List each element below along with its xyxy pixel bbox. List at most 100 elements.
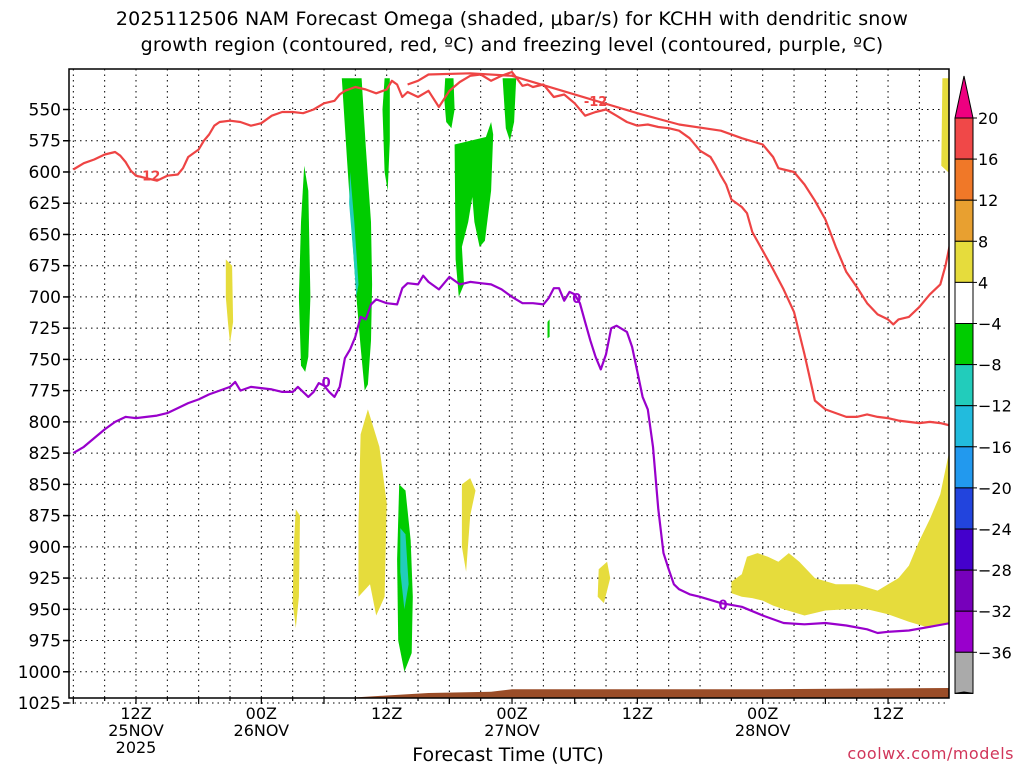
- dgz-contour-line-lower: [72, 70, 949, 427]
- omega-region-11: [444, 78, 455, 129]
- x-tick-label: 12Z: [120, 704, 151, 723]
- colorbar-swatch: [954, 158, 974, 201]
- omega-region-7: [298, 165, 311, 372]
- y-tick-label: 1025: [18, 694, 61, 714]
- contour-label-4: 0: [718, 598, 727, 613]
- colorbar-swatch: [954, 240, 974, 283]
- dgz-contour-line-upper: [407, 72, 949, 326]
- contour-labels: -12 -12 0 0 0: [137, 95, 728, 614]
- plot-frame: [68, 68, 950, 699]
- omega-shading: [225, 78, 949, 672]
- colorbar-label: 4: [978, 273, 988, 292]
- omega-region-2: [358, 409, 387, 616]
- colorbar-label: −8: [978, 356, 1002, 375]
- colorbar-bottom-arrow: [954, 691, 974, 694]
- omega-region-9: [382, 78, 390, 191]
- colorbar-label: −4: [978, 315, 1002, 334]
- terrain-fill: [345, 688, 949, 698]
- x-tick-label: 00Z: [496, 704, 527, 723]
- colorbar: 20 16 12 8 4 −4 −8 −12 −16 −20 −24 −28 −32 −36: [954, 75, 1012, 694]
- x-tick-label: 00Z: [747, 704, 778, 723]
- chart-title-line-2: growth region (contoured, red, ºC) and f…: [140, 34, 884, 56]
- y-tick-label: 850: [29, 475, 61, 495]
- chart-title-line-1: 2025112506 NAM Forecast Omega (shaded, μ…: [115, 8, 909, 30]
- contour-lines: [72, 70, 949, 635]
- colorbar-swatch: [954, 446, 974, 489]
- colorbar-swatch: [954, 651, 974, 694]
- colorbar-label: 20: [978, 109, 998, 128]
- y-tick-label: 800: [29, 413, 61, 433]
- colorbar-label: −36: [978, 643, 1012, 662]
- colorbar-swatch: [954, 323, 974, 366]
- x-axis-title: Forecast Time (UTC): [412, 744, 604, 766]
- axes: 550 575 600 625 650 675 700 725 750 775 800 825 850 8…: [18, 101, 920, 757]
- colorbar-label: −12: [978, 397, 1012, 416]
- colorbar-swatch: [954, 117, 974, 160]
- y-tick-label: 750: [29, 350, 61, 370]
- omega-region-16: [400, 528, 409, 610]
- gridlines: [69, 69, 949, 704]
- contour-label-3: 0: [572, 292, 581, 307]
- y-tick-label: 625: [29, 194, 61, 214]
- omega-region-14: [547, 319, 550, 339]
- colorbar-label: −28: [978, 561, 1012, 580]
- y-tick-label: 825: [29, 444, 61, 464]
- colorbar-top-arrow: [954, 75, 974, 119]
- omega-region-6: [731, 452, 949, 628]
- y-tick-label: 875: [29, 507, 61, 527]
- x-tick-label: 00Z: [246, 704, 277, 723]
- omega-region-13: [502, 78, 517, 141]
- colorbar-swatch: [954, 199, 974, 242]
- y-tick-label: 700: [29, 288, 61, 308]
- colorbar-label: −20: [978, 479, 1012, 498]
- omega-region-3: [461, 478, 476, 572]
- y-tick-label: 575: [29, 132, 61, 152]
- credit-link[interactable]: coolwx.com/models: [847, 744, 1014, 763]
- y-tick-label: 725: [29, 319, 61, 339]
- y-tick-label: 675: [29, 257, 61, 277]
- y-tick-label: 950: [29, 600, 61, 620]
- omega-region-8: [341, 78, 373, 391]
- x-tick-label: 27NOV: [484, 721, 540, 740]
- y-tick-label: 1000: [18, 663, 61, 683]
- contour-label-1: -12: [584, 95, 608, 110]
- y-tick-label: 925: [29, 569, 61, 589]
- colorbar-swatch: [954, 281, 974, 324]
- freezing-level-line: [72, 274, 949, 635]
- y-tick-label: 775: [29, 382, 61, 402]
- omega-region-5: [941, 78, 949, 173]
- colorbar-swatch: [954, 364, 974, 407]
- y-tick-label: 550: [29, 101, 61, 121]
- x-tick-label: 28NOV: [735, 721, 791, 740]
- colorbar-swatch: [954, 528, 974, 571]
- colorbar-label: −32: [978, 602, 1012, 621]
- y-tick-label: 900: [29, 538, 61, 558]
- y-tick-label: 975: [29, 632, 61, 652]
- contour-label-2: 0: [322, 376, 331, 391]
- colorbar-swatch: [954, 405, 974, 448]
- x-tick-label: 12Z: [872, 704, 903, 723]
- omega-region-4: [597, 561, 611, 604]
- contour-label-0: -12: [137, 170, 161, 185]
- terrain: [345, 688, 949, 698]
- y-tick-label: 600: [29, 163, 61, 183]
- colorbar-label: −24: [978, 520, 1012, 539]
- colorbar-swatch: [954, 569, 974, 612]
- omega-region-0: [225, 259, 234, 344]
- omega-region-1: [292, 509, 300, 628]
- x-tick-label: 12Z: [371, 704, 402, 723]
- colorbar-swatch: [954, 487, 974, 530]
- omega-region-12: [454, 122, 494, 297]
- x-tick-label: 25NOV: [108, 721, 164, 740]
- colorbar-label: 8: [978, 232, 988, 251]
- colorbar-swatch: [954, 610, 974, 653]
- colorbar-label: 16: [978, 150, 998, 169]
- x-tick-label: 2025: [116, 738, 157, 757]
- omega-region-15: [349, 172, 359, 297]
- y-tick-label: 650: [29, 225, 61, 245]
- x-tick-label: 12Z: [622, 704, 653, 723]
- colorbar-label: 12: [978, 191, 998, 210]
- x-tick-label: 26NOV: [234, 721, 290, 740]
- colorbar-label: −16: [978, 438, 1012, 457]
